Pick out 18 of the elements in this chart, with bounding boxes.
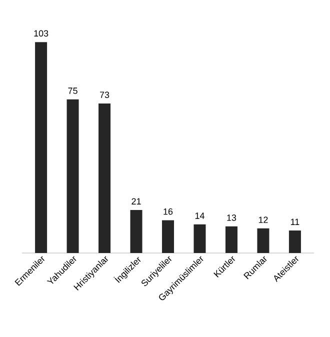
bar [130, 210, 142, 253]
bar [35, 42, 48, 253]
data-label: 11 [290, 218, 300, 225]
data-label: 75 [68, 88, 78, 94]
bar [66, 99, 79, 253]
bar [257, 228, 270, 253]
data-label: 14 [195, 212, 204, 219]
bar [225, 226, 238, 253]
data-label: 12 [258, 216, 268, 223]
data-label: 103 [34, 30, 48, 37]
bar [162, 220, 174, 253]
bar [98, 104, 111, 253]
data-label: 13 [227, 214, 236, 221]
bar [288, 230, 301, 253]
data-label: 16 [164, 208, 173, 215]
bar [194, 224, 206, 253]
data-label: 73 [100, 92, 110, 98]
data-label: 21 [132, 198, 141, 204]
